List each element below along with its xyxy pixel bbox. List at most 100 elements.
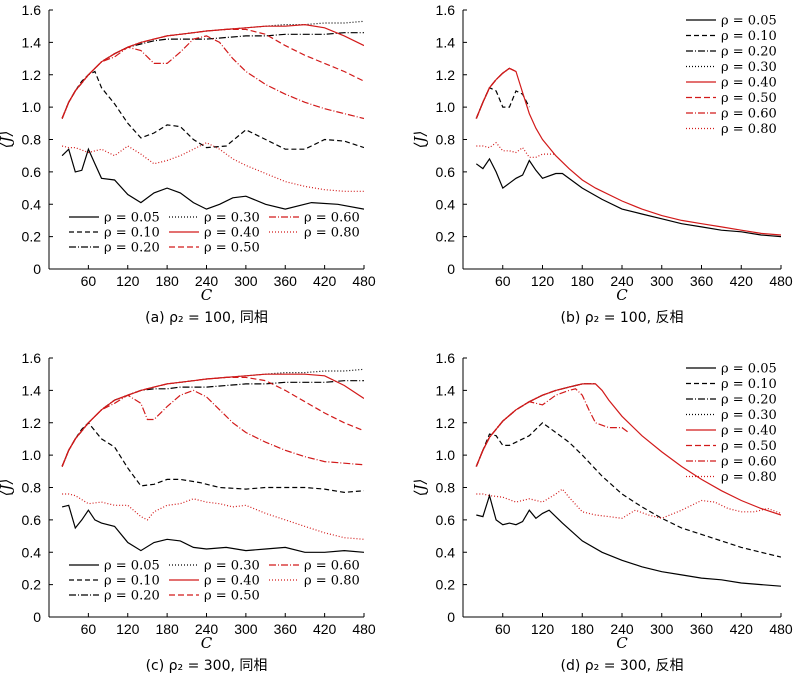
series-line-0.30 (61, 368, 364, 467)
x-tick-label: 300 (234, 621, 258, 637)
legend-label: ρ = 0.80 (304, 226, 360, 241)
chart-panel-3: 60 120 180 240 300 360 420 480 0 0.2 0.4 0.6 0.8 1.0 1… (0, 350, 376, 674)
y-axis-label: ⟨J⟩ (411, 131, 429, 149)
legend-label: ρ = 0.40 (204, 574, 260, 589)
x-tick-label: 240 (195, 621, 219, 637)
y-tick-label: 1.6 (22, 2, 42, 18)
series-line-0.60 (61, 389, 364, 467)
x-tick-label: 180 (571, 621, 595, 637)
chart-panel-2: 60 120 180 240 300 360 420 480 0 0.2 0.4 0.6 0.8 1.0 1… (411, 2, 793, 326)
y-tick-label: 1.0 (22, 447, 42, 463)
y-tick-label: 0 (447, 609, 455, 625)
legend-label: ρ = 0.60 (721, 455, 777, 470)
series-line-0.80 (476, 488, 781, 519)
x-tick-label: 360 (690, 621, 714, 637)
y-tick-label: 0.6 (436, 512, 456, 528)
y-tick-label: 0.8 (22, 132, 42, 148)
y-tick-label: 1.0 (22, 99, 42, 115)
legend-label: ρ = 0.30 (204, 211, 260, 226)
legend-label: ρ = 0.60 (721, 107, 777, 122)
legend-label: ρ = 0.50 (204, 241, 260, 256)
y-tick-label: 0.8 (436, 132, 456, 148)
x-tick-label: 480 (352, 621, 376, 637)
legend-label: ρ = 0.40 (721, 424, 777, 439)
x-tick-label: 60 (495, 273, 511, 289)
series-line-0.50 (475, 67, 517, 119)
y-tick-label: 1.0 (436, 447, 456, 463)
legend: ρ = 0.05ρ = 0.10ρ = 0.20ρ = 0.30ρ = 0.40… (686, 362, 777, 485)
legend-label: ρ = 0.40 (721, 76, 777, 91)
y-tick-label: 0.4 (22, 196, 42, 212)
y-tick-label: 0.2 (22, 577, 42, 593)
x-tick-label: 300 (650, 621, 674, 637)
y-tick-label: 0.8 (22, 480, 42, 496)
panel-caption: (c) ρ₂ = 300, 同相 (146, 658, 268, 674)
y-tick-label: 1.2 (22, 67, 42, 83)
legend-label: ρ = 0.80 (721, 122, 777, 137)
legend-label: ρ = 0.30 (204, 559, 260, 574)
legend-label: ρ = 0.10 (104, 574, 160, 589)
y-axis-label: ⟨J⟩ (0, 131, 15, 149)
legend-label: ρ = 0.30 (721, 60, 777, 75)
series-line-0.30 (61, 20, 364, 119)
x-tick-label: 480 (769, 621, 793, 637)
series-line-0.60 (475, 388, 629, 467)
y-tick-label: 1.4 (436, 34, 456, 50)
x-axis-label: C (201, 634, 213, 652)
series-line-0.50 (61, 376, 364, 467)
series-line-0.05 (475, 157, 781, 238)
x-tick-label: 360 (690, 273, 714, 289)
y-tick-label: 1.2 (436, 415, 456, 431)
series-line-0.20 (475, 383, 596, 467)
y-tick-label: 1.4 (22, 382, 42, 398)
x-tick-label: 120 (531, 621, 555, 637)
series-line-0.60 (475, 67, 517, 119)
series-line-0.50 (61, 28, 364, 119)
series-line-0.40 (61, 373, 364, 467)
series-line-0.60 (61, 35, 364, 120)
legend-label: ρ = 0.20 (721, 45, 777, 60)
legend-label: ρ = 0.60 (304, 559, 360, 574)
y-tick-label: 0 (447, 261, 455, 277)
series-line-0.80 (61, 142, 364, 192)
panel-caption: (b) ρ₂ = 100, 反相 (560, 310, 683, 326)
legend-label: ρ = 0.30 (721, 408, 777, 423)
y-tick-label: 1.2 (22, 415, 42, 431)
chart-panel-4: 60 120 180 240 300 360 420 480 0 0.2 0.4 0.6 0.8 1.0 1… (411, 350, 793, 674)
series-line-0.10 (475, 86, 530, 119)
legend: ρ = 0.05ρ = 0.10ρ = 0.20ρ = 0.30ρ = 0.40… (69, 559, 360, 604)
x-tick-label: 120 (116, 273, 140, 289)
y-tick-label: 0 (33, 261, 41, 277)
y-tick-label: 1.4 (436, 382, 456, 398)
x-tick-label: 240 (610, 273, 634, 289)
legend-label: ρ = 0.10 (721, 29, 777, 44)
x-tick-label: 240 (195, 273, 219, 289)
series-line-0.10 (475, 422, 781, 558)
legend: ρ = 0.05ρ = 0.10ρ = 0.20ρ = 0.30ρ = 0.40… (686, 14, 777, 137)
y-tick-label: 1.6 (436, 2, 456, 18)
y-tick-label: 1.0 (436, 99, 456, 115)
series-line-0.10 (61, 70, 364, 150)
x-tick-label: 480 (352, 273, 376, 289)
legend-label: ρ = 0.10 (721, 377, 777, 392)
y-tick-label: 0.4 (436, 196, 456, 212)
x-tick-label: 300 (234, 273, 258, 289)
y-tick-label: 0 (33, 609, 41, 625)
legend-label: ρ = 0.40 (204, 226, 260, 241)
y-axis-label: ⟨J⟩ (0, 479, 15, 497)
x-tick-label: 360 (274, 273, 298, 289)
y-tick-label: 0.4 (436, 544, 456, 560)
x-tick-label: 180 (155, 273, 179, 289)
x-tick-label: 120 (531, 273, 555, 289)
series-line-0.50 (475, 383, 596, 467)
series-line-0.80 (476, 141, 556, 158)
x-tick-label: 480 (769, 273, 793, 289)
chart-panel-1: 60 120 180 240 300 360 420 480 0 0.2 0.4 0.6 0.8 1.0 1… (0, 2, 376, 326)
legend-label: ρ = 0.50 (721, 91, 777, 106)
legend-label: ρ = 0.80 (304, 574, 360, 589)
legend-label: ρ = 0.05 (721, 14, 777, 29)
legend-label: ρ = 0.20 (721, 393, 777, 408)
y-tick-label: 0.8 (436, 480, 456, 496)
series-line-0.05 (61, 504, 364, 553)
